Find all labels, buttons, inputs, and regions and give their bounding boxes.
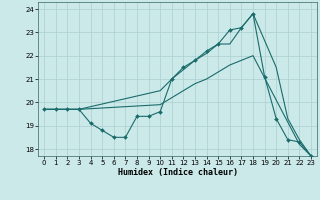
X-axis label: Humidex (Indice chaleur): Humidex (Indice chaleur) xyxy=(118,168,238,177)
